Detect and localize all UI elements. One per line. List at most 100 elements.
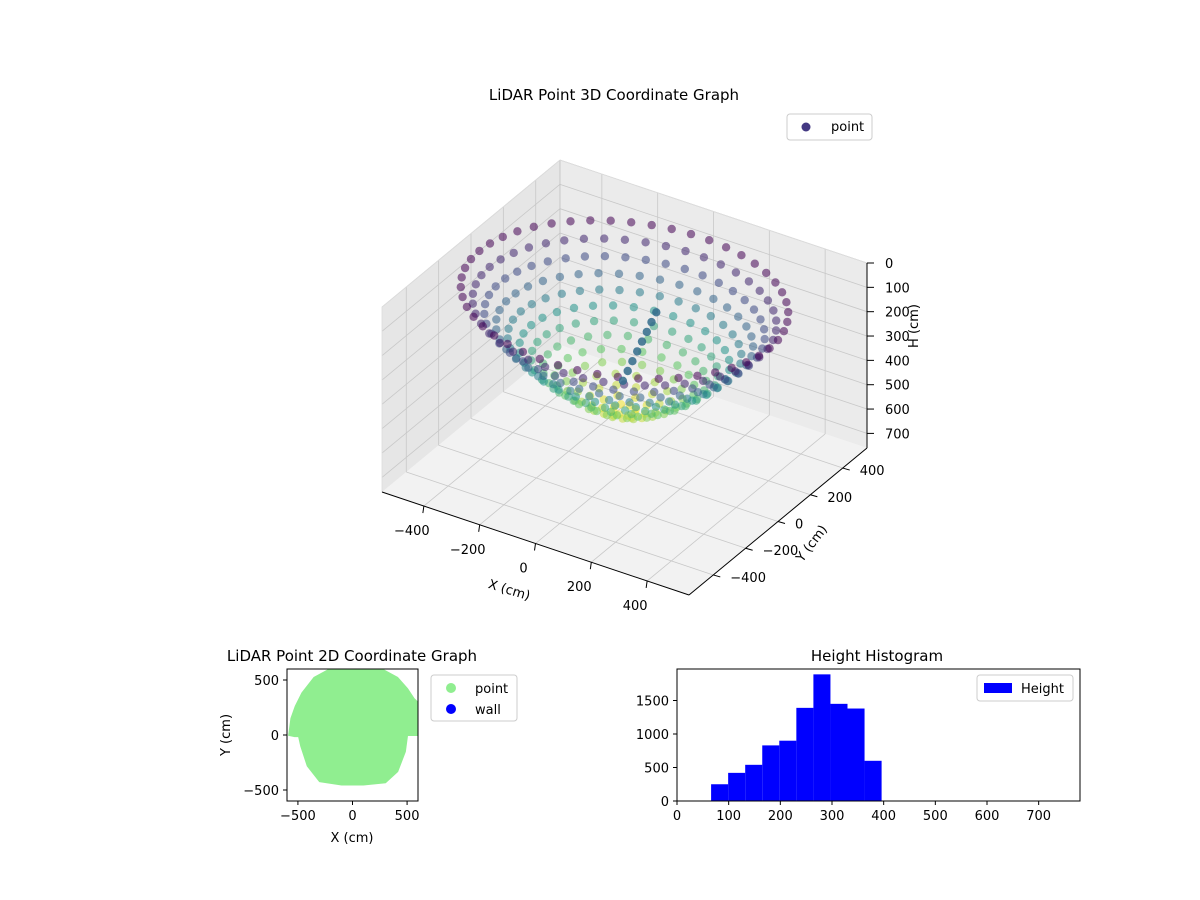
chart-3d-point <box>674 297 683 306</box>
chart-3d-point <box>633 347 642 356</box>
chart-3d-point <box>637 337 647 346</box>
chart-3d-point <box>683 394 692 403</box>
chart-3d-legend-marker <box>801 122 811 132</box>
chart-3d-z-tick-label: 600 <box>885 403 910 418</box>
chart-3d-point <box>579 234 589 243</box>
chart-3d-x-tick <box>478 524 481 532</box>
chart-3d-point <box>583 332 593 341</box>
chart-3d-point <box>495 338 505 348</box>
chart-3d-point <box>515 338 524 347</box>
chart-3d-point <box>609 385 618 394</box>
chart-3d-point <box>543 350 552 359</box>
chart-3d-point <box>608 301 618 310</box>
chart-3d-gridline-z <box>559 256 868 361</box>
histogram: Height Histogram 0 100 200 300 400 500 600 700 0… <box>636 647 1081 824</box>
chart-3d-legend-box <box>786 113 873 141</box>
chart-3d-point <box>533 337 542 347</box>
chart-3d-point <box>673 361 682 370</box>
chart-3d-point <box>635 271 644 281</box>
chart-3d-x-tick-label: 200 <box>567 580 592 595</box>
chart-3d-point <box>783 317 792 327</box>
chart-3d-point <box>664 397 674 406</box>
chart-3d-point <box>468 289 478 298</box>
chart-3d-point <box>647 220 656 230</box>
chart-3d-point <box>569 303 579 313</box>
chart-3d-point <box>559 368 568 378</box>
chart-3d-point <box>566 386 575 396</box>
chart-3d-point <box>657 353 666 362</box>
chart-3d-point <box>677 401 686 411</box>
chart-3d-point <box>660 405 669 414</box>
chart-3d-point <box>540 362 550 372</box>
histogram-bar <box>762 745 780 801</box>
chart-3d-y-tick-label: −200 <box>763 544 799 559</box>
chart-3d-point <box>590 397 600 407</box>
chart-3d-point <box>600 252 610 261</box>
chart-3d-point <box>760 334 769 344</box>
chart-2d-title: LiDAR Point 2D Coordinate Graph <box>227 647 477 665</box>
histogram-bar <box>864 760 882 801</box>
chart-3d-point <box>595 285 604 294</box>
chart-3d-point <box>779 327 789 336</box>
chart-3d-point <box>574 270 583 279</box>
chart-3d-point <box>617 357 627 367</box>
chart-3d-point <box>561 254 570 263</box>
chart-3d-point <box>509 248 518 258</box>
chart-3d-point <box>637 360 647 370</box>
chart-3d-point <box>681 246 690 256</box>
chart-3d-pane-edge <box>559 159 868 264</box>
chart-3d-point <box>712 336 721 345</box>
chart-3d-point <box>504 324 513 333</box>
chart-3d-y-tick <box>745 547 753 551</box>
chart-3d-point <box>763 296 773 305</box>
chart-3d-point <box>563 353 572 363</box>
chart-3d-point <box>569 377 578 387</box>
chart-3d-point <box>634 374 643 383</box>
chart-3d-x-tick-label: −200 <box>450 543 486 558</box>
histogram-legend-label: Height <box>1021 682 1064 697</box>
chart-3d-point <box>527 300 536 309</box>
chart-3d-point <box>484 290 494 300</box>
chart-3d-point <box>513 227 522 236</box>
chart-3d-point <box>513 267 522 276</box>
chart-2d-legend-wall-marker <box>446 704 456 714</box>
histogram-x-tick-label: 0 <box>673 809 681 824</box>
histogram-x-tick-label: 200 <box>768 809 793 824</box>
chart-3d-point <box>555 323 564 333</box>
chart-3d-point <box>706 311 715 321</box>
chart-3d-point <box>688 384 697 393</box>
chart-3d-point <box>698 271 707 280</box>
chart-3d-point <box>641 238 650 247</box>
chart-3d-point <box>716 260 725 269</box>
chart-3d-z-tick-label: 0 <box>885 257 893 272</box>
chart-3d-z-tick-label: 100 <box>885 281 910 296</box>
chart-3d-point <box>571 392 580 401</box>
chart-3d-point <box>771 326 781 335</box>
chart-3d-point <box>549 380 558 389</box>
chart-3d-point <box>650 387 659 397</box>
chart-3d-point <box>727 363 736 373</box>
chart-3d-point <box>538 276 548 286</box>
histogram-y-tick-label: 1000 <box>636 728 669 743</box>
histogram-bar <box>830 703 848 801</box>
chart-3d-gridline-z <box>559 183 868 288</box>
chart-3d-point <box>765 344 774 353</box>
chart-3d-point <box>750 259 759 268</box>
chart-3d-z-tick-label: 700 <box>885 427 910 442</box>
chart-3d-z-tick-label: 400 <box>885 354 910 369</box>
chart-3d-point <box>655 366 665 376</box>
chart-3d-point <box>524 363 533 372</box>
chart-3d-point <box>627 409 636 419</box>
histogram-bar <box>847 708 865 801</box>
chart-3d-point <box>642 327 651 337</box>
chart-3d-point <box>623 331 633 341</box>
chart-3d-point <box>661 259 670 268</box>
chart-3d-point <box>734 312 743 321</box>
chart-3d-point <box>636 393 645 402</box>
chart-3d-point <box>566 336 576 345</box>
chart-3d-point <box>645 398 654 407</box>
histogram-legend: Height <box>976 674 1074 702</box>
chart-3d-point <box>585 392 594 401</box>
chart-3d-point <box>629 387 639 396</box>
